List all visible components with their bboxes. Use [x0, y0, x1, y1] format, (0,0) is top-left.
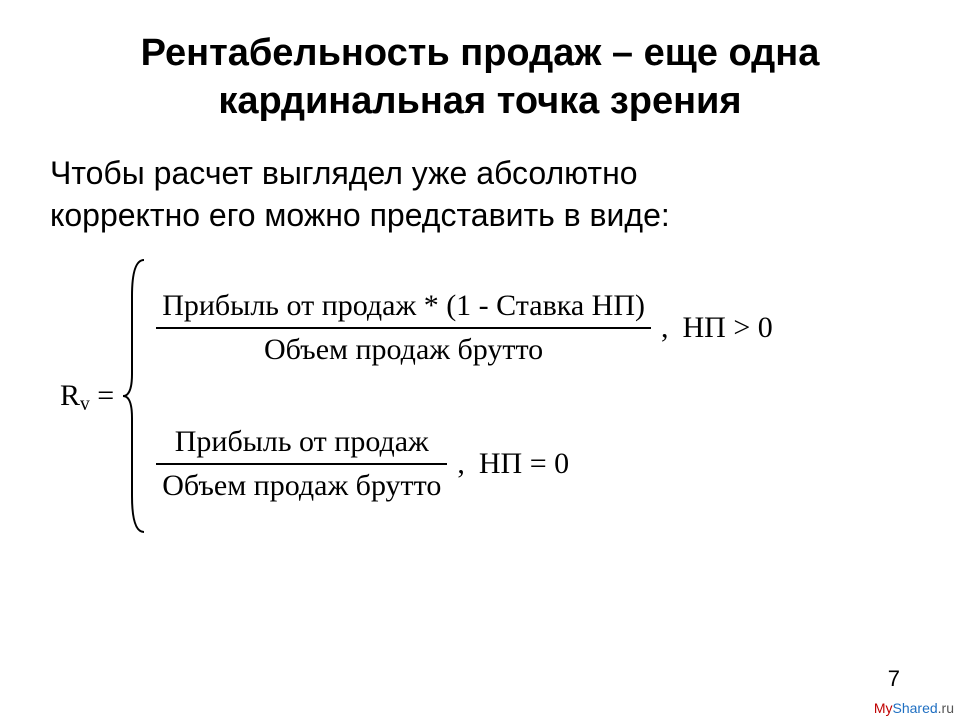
formula: R v = Прибыль от продаж * (1 - Ставка НП…: [50, 256, 910, 536]
brace-icon: [120, 256, 150, 536]
formula-lhs: R v =: [60, 379, 114, 413]
body-text: Чтобы расчет выглядел уже абсолютно корр…: [50, 153, 910, 236]
watermark-shared: Shared: [893, 700, 938, 716]
watermark-my: My: [874, 700, 893, 716]
case-1-condition: НП > 0: [683, 311, 773, 345]
formula-case-1: Прибыль от продаж * (1 - Ставка НП) Объе…: [150, 285, 773, 371]
case-1-comma: ,: [657, 311, 683, 345]
fraction-2: Прибыль от продаж Объем продаж брутто: [150, 421, 453, 507]
title-line-2: кардинальная точка зрения: [218, 80, 741, 122]
case-2-comma: ,: [453, 447, 479, 481]
slide: Рентабельность продаж – еще одна кардина…: [0, 0, 960, 720]
fraction-2-numerator: Прибыль от продаж: [169, 421, 435, 463]
fraction-1-denominator: Объем продаж брутто: [258, 329, 549, 371]
page-number: 7: [888, 666, 900, 692]
body-line-1: Чтобы расчет выглядел уже абсолютно: [50, 155, 638, 191]
title-line-1: Рентабельность продаж – еще одна: [141, 32, 820, 74]
formula-symbol: R: [60, 379, 80, 413]
formula-case-2: Прибыль от продаж Объем продаж брутто , …: [150, 421, 773, 507]
formula-equals: =: [97, 379, 114, 413]
fraction-2-denominator: Объем продаж брутто: [156, 465, 447, 507]
slide-title: Рентабельность продаж – еще одна кардина…: [50, 30, 910, 125]
case-2-condition: НП = 0: [479, 447, 569, 481]
formula-cases: Прибыль от продаж * (1 - Ставка НП) Объе…: [150, 270, 773, 522]
fraction-1: Прибыль от продаж * (1 - Ставка НП) Объе…: [150, 285, 657, 371]
formula-subscript: v: [80, 394, 90, 416]
watermark-ru: .ru: [938, 700, 954, 716]
fraction-1-numerator: Прибыль от продаж * (1 - Ставка НП): [156, 285, 651, 327]
watermark: MyShared.ru: [874, 700, 954, 716]
body-line-2: корректно его можно представить в виде:: [50, 197, 670, 233]
